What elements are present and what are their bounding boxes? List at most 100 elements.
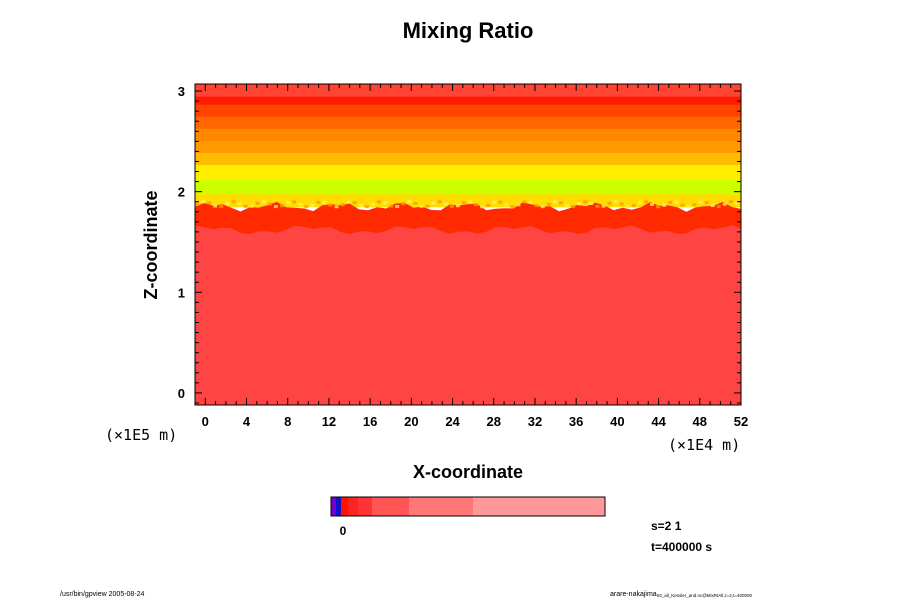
- interface-speckle: [292, 200, 297, 204]
- interface-speckle: [449, 205, 454, 209]
- interface-speckle: [201, 200, 206, 204]
- interface-speckle: [328, 203, 333, 207]
- interface-speckle: [255, 201, 260, 205]
- interface-speckle: [231, 200, 236, 204]
- interface-speckle: [534, 204, 539, 208]
- contour-band-9: [195, 84, 741, 97]
- interface-speckle: [370, 202, 375, 206]
- colorbar-segment-1: [336, 497, 341, 516]
- chart-title: Mixing Ratio: [403, 18, 534, 43]
- colorbar-segment-4: [358, 497, 372, 516]
- colorbar-frame: [330, 496, 606, 517]
- interface-speckle: [455, 204, 460, 208]
- interface-speckle: [486, 203, 491, 207]
- interface-speckle: [698, 200, 703, 204]
- s-label: s=2 1: [651, 519, 682, 533]
- x-axis: 0 4 8 12 16 20 24 28 32 36 40 44 48 52: [194, 84, 748, 429]
- interface-speckle: [498, 200, 503, 204]
- interface-speckle: [571, 204, 576, 208]
- interface-speckle: [358, 204, 363, 208]
- interface-speckle: [686, 205, 691, 209]
- colorbar-segment-7: [473, 497, 605, 516]
- x-tick-label: 16: [363, 414, 377, 429]
- colorbar-segment-5: [372, 497, 409, 516]
- interface-speckle: [419, 204, 424, 208]
- y-tick-label: 1: [178, 285, 185, 300]
- interface-speckle: [674, 200, 679, 204]
- y-tick-label: 2: [178, 185, 185, 200]
- interface-speckle: [619, 202, 624, 206]
- interface-speckle: [601, 204, 606, 208]
- x-tick-label: 32: [528, 414, 542, 429]
- interface-speckle: [304, 205, 309, 209]
- interface-speckle: [243, 204, 248, 208]
- colorbar-segment-6: [409, 497, 473, 516]
- interface-speckle: [522, 200, 527, 204]
- interface-speckle: [722, 202, 727, 206]
- interface-speckle: [577, 202, 582, 206]
- interface-speckle: [261, 200, 266, 204]
- x-tick-label: 12: [322, 414, 336, 429]
- x-tick-label: 36: [569, 414, 583, 429]
- x-tick-label: 20: [404, 414, 418, 429]
- contour-band-1: [195, 179, 741, 195]
- y-axis: 0 1 2 3: [178, 84, 741, 404]
- interface-speckle: [340, 203, 345, 207]
- interface-speckle: [492, 200, 497, 204]
- interface-speckle: [474, 203, 479, 207]
- interface-speckle: [565, 204, 570, 208]
- interface-speckle: [364, 205, 369, 209]
- contour-band-8: [195, 96, 741, 105]
- y-scale-label: (×1E5 m): [105, 426, 177, 444]
- interface-speckle: [377, 200, 381, 204]
- interface-speckle: [692, 203, 697, 207]
- x-tick-label: 4: [243, 414, 251, 429]
- y-axis-label: Z-coordinate: [141, 190, 161, 299]
- interface-speckle: [734, 201, 739, 205]
- interface-speckle: [583, 200, 588, 204]
- interface-speckle: [625, 205, 630, 209]
- interface-speckle: [559, 201, 563, 205]
- interface-speckle: [407, 200, 412, 204]
- lower-region: [195, 219, 741, 405]
- interface-speckle: [431, 201, 436, 205]
- interface-speckle: [546, 202, 551, 206]
- interface-speckle: [401, 202, 406, 206]
- interface-speckle: [637, 201, 642, 205]
- interface-speckle: [656, 205, 661, 209]
- colorbar-segment-3: [348, 497, 358, 516]
- colorbar: [330, 496, 606, 517]
- interface-speckle: [437, 200, 442, 204]
- interface-speckle: [443, 202, 448, 206]
- interface-speckle: [728, 200, 733, 204]
- interface-speckle: [631, 204, 636, 208]
- interface-speckle: [279, 204, 284, 208]
- x-tick-label: 40: [610, 414, 624, 429]
- x-tick-label: 48: [693, 414, 707, 429]
- interface-speckle: [595, 204, 600, 208]
- interface-speckle: [650, 203, 654, 207]
- interface-speckle: [468, 200, 472, 204]
- colorbar-segment-0: [331, 497, 336, 516]
- interface-speckle: [395, 204, 400, 208]
- contour-band-5: [195, 128, 741, 141]
- colorbar-zero-label: 0: [340, 524, 347, 538]
- interface-speckle: [322, 200, 327, 204]
- interface-speckle: [346, 200, 351, 204]
- interface-speckle: [589, 201, 594, 205]
- interface-speckle: [510, 205, 515, 209]
- colorbar-segment-2: [341, 497, 348, 516]
- x-scale-label: (×1E4 m): [668, 436, 740, 454]
- interface-speckle: [704, 201, 709, 205]
- interface-speckle: [480, 205, 485, 209]
- interface-speckle: [352, 201, 357, 205]
- interface-speckle: [237, 201, 242, 205]
- interface-speckle: [425, 204, 430, 208]
- footer-right: arare-nakajima03_all_Kessler_and.nc@MixR…: [610, 591, 753, 598]
- interface-speckle: [668, 200, 673, 204]
- interface-speckle: [710, 204, 715, 208]
- interface-speckle: [273, 205, 278, 209]
- footer-right-sub: 03_all_Kessler_and.nc@MixRtAll,z=2,t=400…: [657, 593, 753, 598]
- footer-left: /usr/bin/gpview 2005-08-24: [60, 591, 145, 598]
